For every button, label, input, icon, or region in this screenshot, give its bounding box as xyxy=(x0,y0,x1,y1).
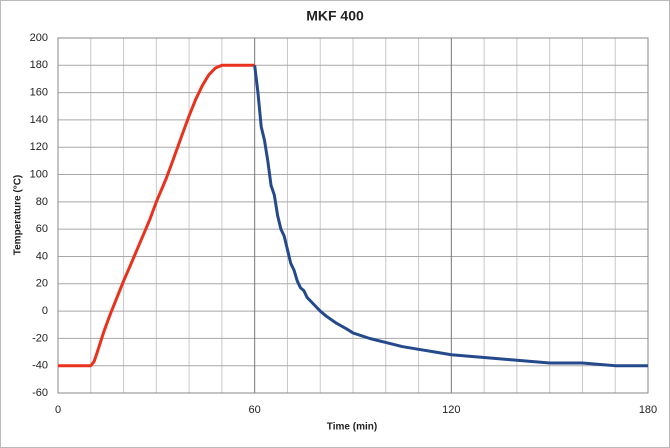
y-tick-label: 20 xyxy=(36,278,48,290)
x-tick-label: 0 xyxy=(55,404,61,416)
y-tick-label: 80 xyxy=(36,196,48,208)
y-axis-title: Temperature (°C) xyxy=(13,175,24,256)
y-tick-label: 160 xyxy=(30,87,48,99)
y-tick-label: -60 xyxy=(32,387,48,399)
y-tick-label: -40 xyxy=(32,360,48,372)
y-tick-label: -20 xyxy=(32,332,48,344)
series-line xyxy=(58,63,255,368)
y-tick-label: 40 xyxy=(36,250,48,262)
series-line xyxy=(253,65,648,368)
y-tick-label: 60 xyxy=(36,223,48,235)
x-tick-label: 120 xyxy=(442,404,460,416)
y-tick-label: 100 xyxy=(30,168,48,180)
plot-frame xyxy=(57,37,649,394)
chart-title: MKF 400 xyxy=(306,8,364,24)
x-tick-label: 60 xyxy=(249,404,261,416)
y-tick-label: 180 xyxy=(30,59,48,71)
x-axis-title: Time (min) xyxy=(327,422,377,433)
y-tick-label: 120 xyxy=(30,141,48,153)
y-tick-label: 140 xyxy=(30,114,48,126)
y-tick-label: 200 xyxy=(30,32,48,44)
x-tick-label: 180 xyxy=(639,404,657,416)
y-tick-label: 0 xyxy=(42,305,48,317)
